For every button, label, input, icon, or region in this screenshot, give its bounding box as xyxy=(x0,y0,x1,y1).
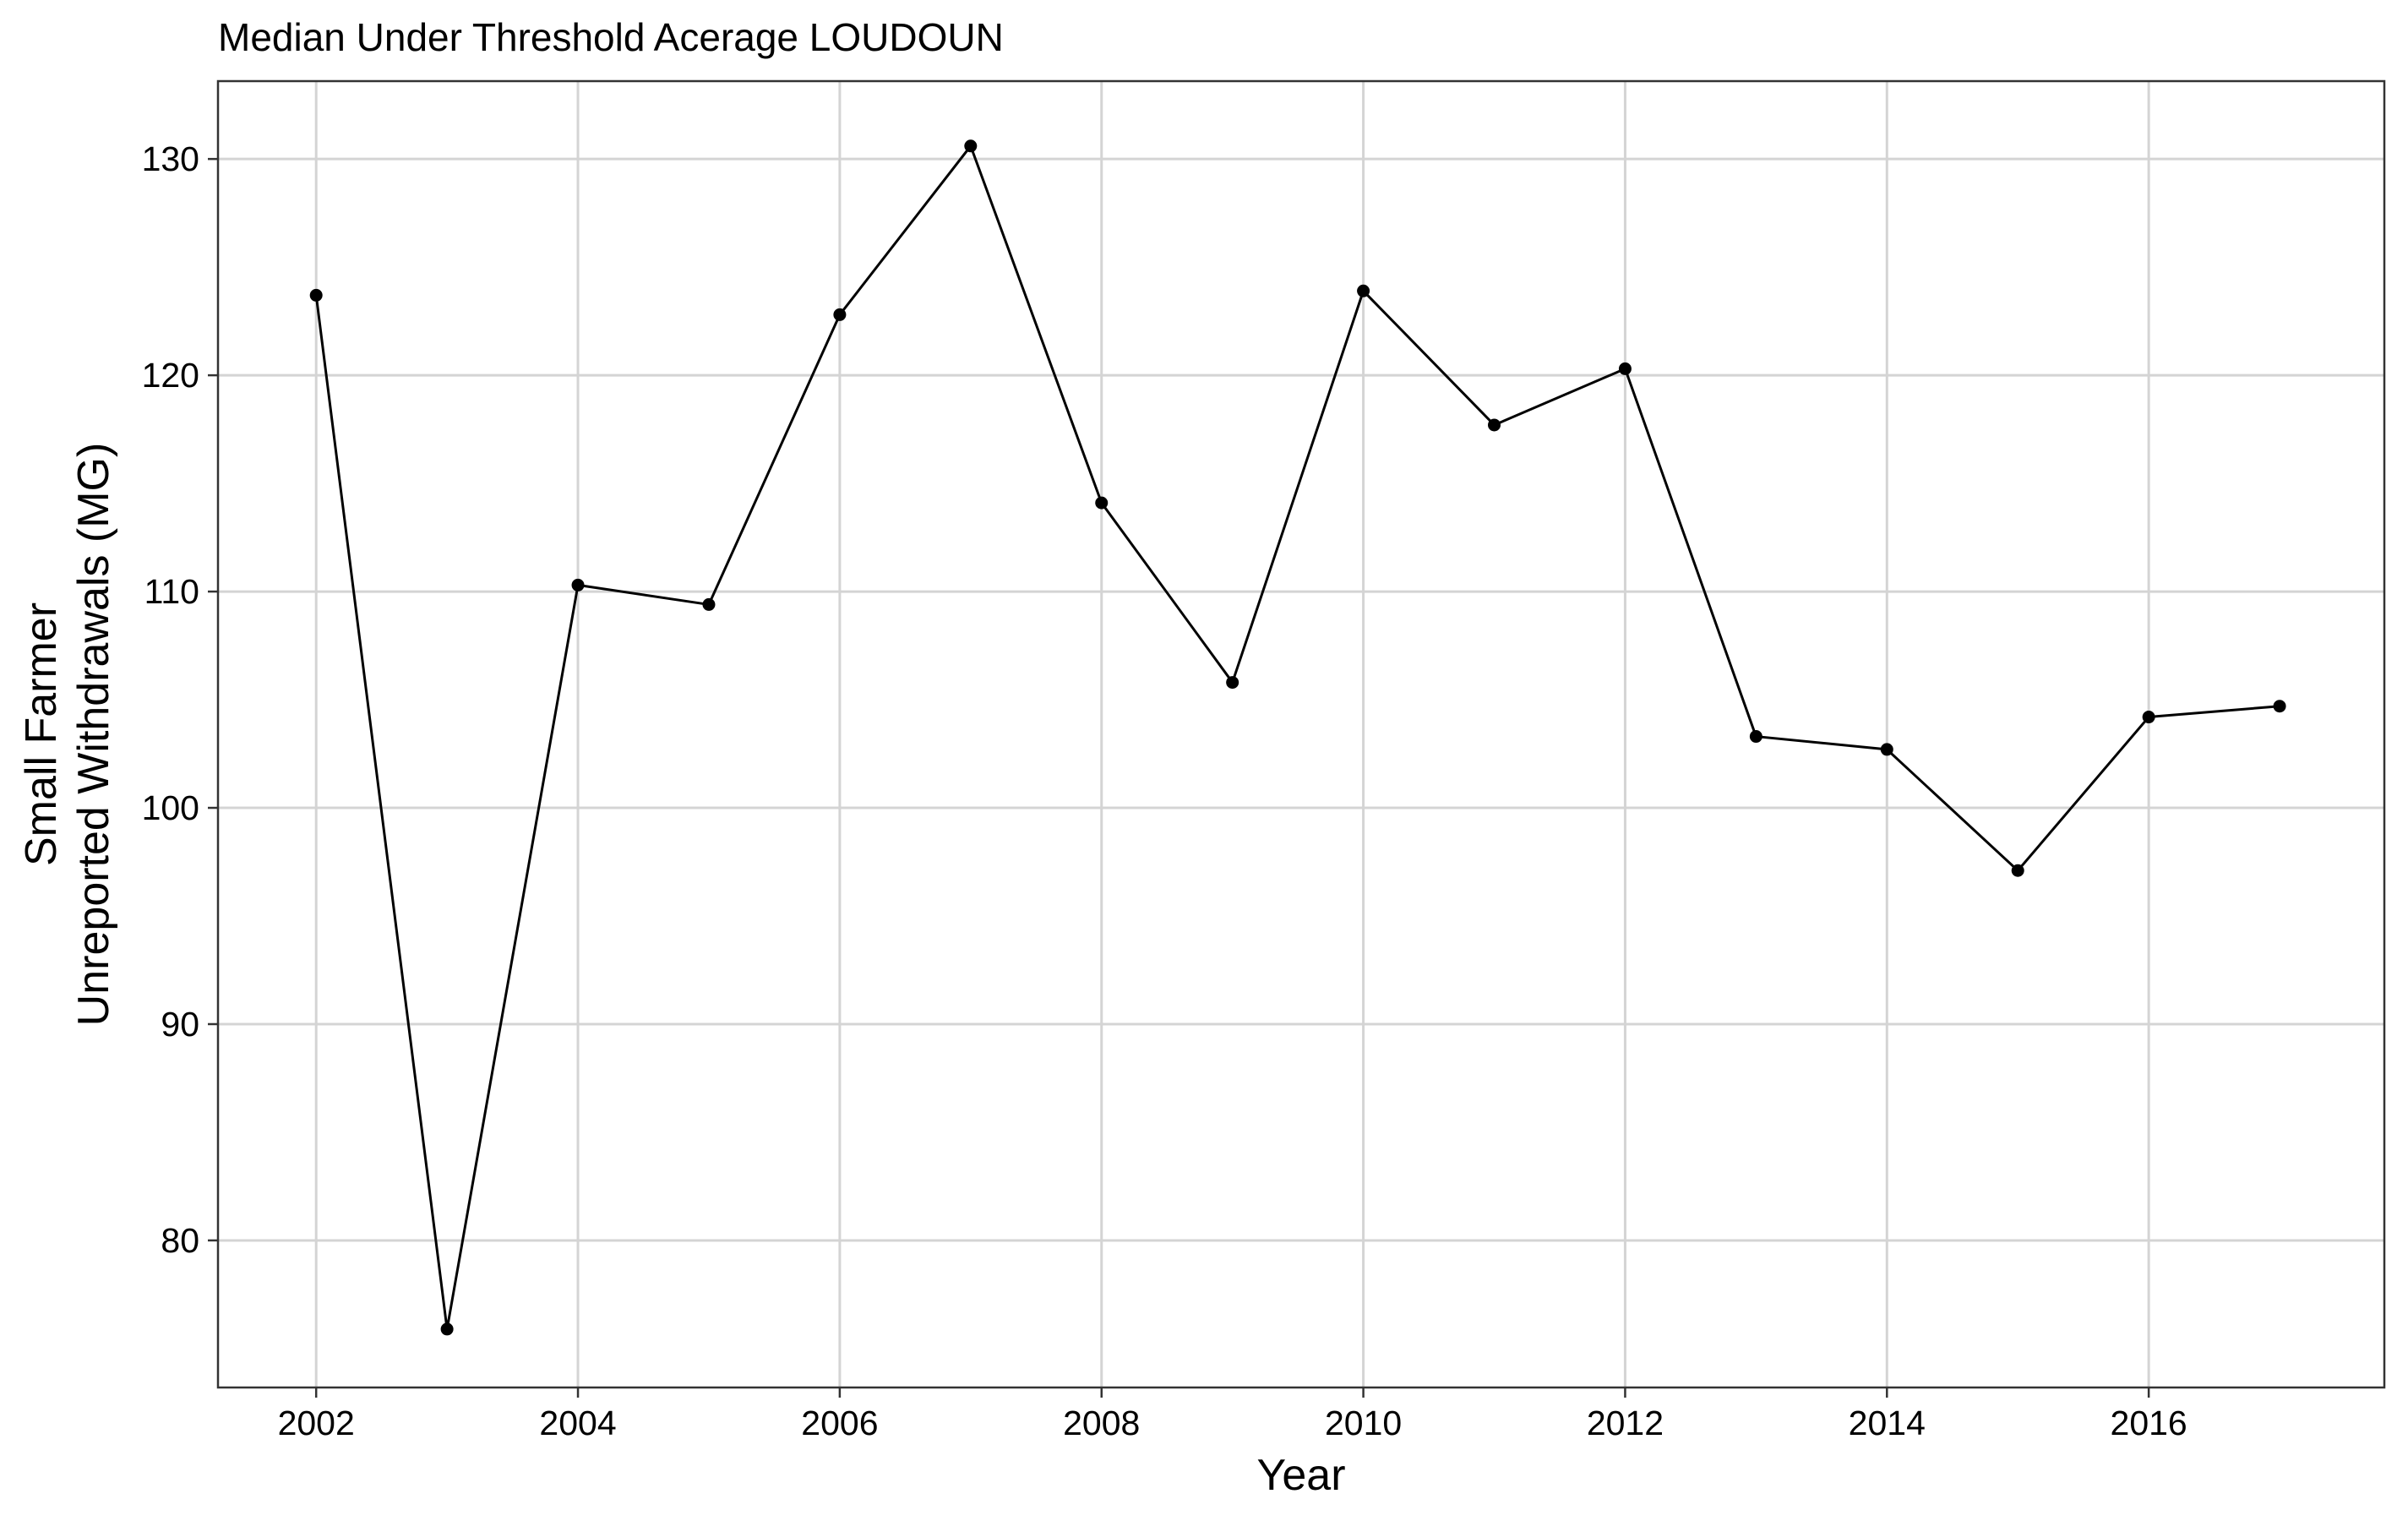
y-tick-label: 130 xyxy=(142,139,199,178)
data-point xyxy=(1095,496,1109,510)
data-point xyxy=(833,308,847,321)
data-point xyxy=(1880,743,1893,756)
data-point xyxy=(309,288,323,302)
y-tick-label: 110 xyxy=(144,572,199,611)
data-point xyxy=(964,139,978,153)
data-point xyxy=(1618,362,1632,375)
x-tick-label: 2002 xyxy=(278,1404,355,1442)
y-tick-label: 120 xyxy=(142,356,199,395)
chart-title: Median Under Threshold Acerage LOUDOUN xyxy=(218,15,1004,59)
data-point xyxy=(1226,676,1239,690)
x-tick-label: 2004 xyxy=(539,1404,616,1442)
x-tick-label: 2010 xyxy=(1325,1404,1402,1442)
data-point xyxy=(2011,864,2024,877)
y-tick-label: 100 xyxy=(142,788,199,827)
y-axis-title-line-1: Small Farmer xyxy=(17,602,66,866)
data-point xyxy=(440,1322,454,1336)
x-tick-label: 2006 xyxy=(801,1404,878,1442)
x-axis-title: Year xyxy=(1256,1451,1345,1500)
data-point xyxy=(1749,730,1762,744)
plot-panel-border xyxy=(216,79,2386,1389)
y-tick-label: 90 xyxy=(161,1005,199,1044)
data-point xyxy=(2142,711,2155,724)
y-axis-ticks: 80 90 100 110 120 130 xyxy=(142,139,218,1260)
series-line xyxy=(314,144,2280,1331)
data-point xyxy=(1488,418,1501,432)
data-point xyxy=(2273,700,2286,713)
y-axis-title-line-2: Unreported Withdrawals (MG) xyxy=(69,443,118,1027)
x-tick-label: 2014 xyxy=(1849,1404,1926,1442)
x-axis-ticks: 2002 2004 2006 2008 2010 2012 2014 2016 xyxy=(278,1387,2187,1442)
y-tick-label: 80 xyxy=(161,1221,199,1260)
x-tick-label: 2016 xyxy=(2111,1404,2187,1442)
x-tick-label: 2008 xyxy=(1063,1404,1140,1442)
data-point xyxy=(702,597,716,611)
x-tick-label: 2012 xyxy=(1587,1404,1664,1442)
grid-lines xyxy=(218,81,2384,1387)
series-layer xyxy=(309,139,2286,1336)
data-point xyxy=(1357,284,1370,297)
data-point xyxy=(571,578,585,592)
